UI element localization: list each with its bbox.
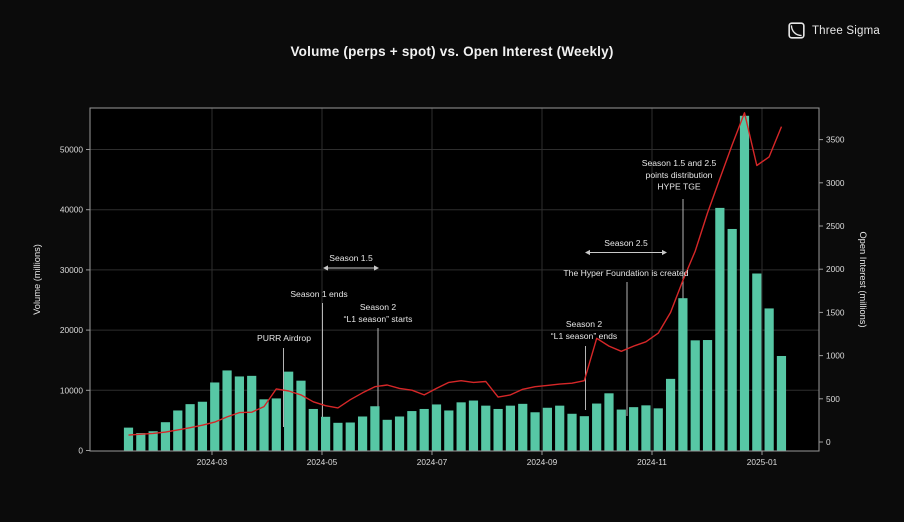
left-axis-label: Volume (millions) xyxy=(32,244,42,315)
volume-bar xyxy=(752,273,762,451)
volume-bar xyxy=(715,207,725,451)
volume-bar xyxy=(148,431,158,451)
volume-bar xyxy=(308,408,318,451)
x-tick-label: 2024-03 xyxy=(197,457,228,467)
volume-bar xyxy=(259,399,269,451)
volume-bar xyxy=(616,409,626,451)
arrowhead-right-icon xyxy=(662,249,667,256)
y-tick-label-right: 2500 xyxy=(826,221,845,231)
annotation-text: Season 1.5 and 2.5 xyxy=(642,158,717,168)
x-tick-label: 2024-11 xyxy=(637,457,667,467)
volume-bar xyxy=(382,419,392,451)
volume-bar xyxy=(530,412,540,451)
volume-bar xyxy=(518,403,528,451)
volume-bar xyxy=(136,433,146,451)
volume-bar xyxy=(481,405,491,451)
y-tick-label-right: 2000 xyxy=(826,264,845,274)
open-interest-line xyxy=(128,112,783,436)
arrowhead-right-icon xyxy=(374,265,379,271)
y-tick-label-left: 30000 xyxy=(60,265,83,275)
volume-bar xyxy=(468,400,479,451)
right-axis-label: Open Interest (millions) xyxy=(858,231,868,327)
annotation-text: HYPE TGE xyxy=(657,182,701,192)
y-tick-label-left: 0 xyxy=(78,446,83,456)
volume-bar xyxy=(542,407,552,451)
volume-bar xyxy=(370,406,380,451)
volume-bar xyxy=(431,404,442,451)
annotation-text: Season 2.5 xyxy=(604,238,648,248)
volume-bar xyxy=(271,398,281,451)
volume-bar xyxy=(123,427,134,451)
volume-bar xyxy=(776,355,787,451)
volume-bar xyxy=(419,408,429,451)
brand-logo: Three Sigma xyxy=(788,22,880,39)
volume-bar xyxy=(505,405,516,451)
y-tick-label-right: 3500 xyxy=(826,135,845,145)
plot-border xyxy=(89,107,820,452)
volume-bar xyxy=(456,402,466,451)
three-sigma-curve-icon xyxy=(788,22,805,39)
volume-bar xyxy=(444,410,454,451)
annotation-text: Season 2 xyxy=(360,302,397,312)
annotation-text: Season 2 xyxy=(566,319,603,329)
volume-bar xyxy=(394,416,405,451)
y-tick-label-left: 50000 xyxy=(60,145,83,155)
y-tick-label-right: 0 xyxy=(826,437,831,447)
arrowhead-left-icon xyxy=(585,249,590,256)
arrowhead-left-icon xyxy=(323,265,328,271)
volume-bar xyxy=(702,340,713,451)
volume-bar xyxy=(555,405,565,451)
annotation-text: Season 1.5 xyxy=(329,253,373,263)
volume-bar xyxy=(690,340,700,451)
brand-name: Three Sigma xyxy=(811,24,880,37)
annotation-text: points distribution xyxy=(646,170,713,180)
chart-title: Volume (perps + spot) vs. Open Interest … xyxy=(290,44,614,59)
volume-bar xyxy=(160,422,171,451)
annotation-text: PURR Airdrop xyxy=(257,333,311,343)
volume-bar xyxy=(665,378,676,451)
annotation-text: “L1 season” ends xyxy=(551,331,617,341)
volume-bar xyxy=(345,422,355,451)
x-tick-label: 2024-05 xyxy=(307,457,338,467)
volume-bar xyxy=(234,376,244,451)
volume-bar xyxy=(604,393,614,451)
volume-bar xyxy=(247,375,257,451)
volume-bar xyxy=(197,401,208,451)
volume-bar xyxy=(222,370,232,451)
volume-bar xyxy=(653,408,663,451)
volume-bar xyxy=(727,228,737,451)
volume-bar xyxy=(407,411,417,451)
volume-bar xyxy=(592,403,602,451)
volume-bar xyxy=(284,371,294,451)
volume-bar xyxy=(739,115,750,451)
volume-bar xyxy=(210,382,220,451)
volume-bar xyxy=(579,416,589,451)
annotation-text: Season 1 ends xyxy=(290,289,347,299)
y-tick-label-left: 40000 xyxy=(60,205,83,215)
x-tick-label: 2024-09 xyxy=(527,457,558,467)
x-tick-label: 2024-07 xyxy=(417,457,448,467)
volume-bar xyxy=(641,405,651,451)
y-tick-label-right: 3000 xyxy=(826,178,845,188)
volume-bar xyxy=(333,422,343,451)
annotation-text: The Hyper Foundation is created xyxy=(563,268,688,278)
y-tick-label-right: 1000 xyxy=(826,351,845,361)
volume-bar xyxy=(493,408,503,451)
volume-bar xyxy=(567,413,577,451)
volume-bar xyxy=(678,298,688,451)
annotation-text: “L1 season” starts xyxy=(344,314,413,324)
y-tick-label-right: 500 xyxy=(826,394,840,404)
volume-bar xyxy=(629,407,639,451)
x-tick-label: 2025-01 xyxy=(747,457,778,467)
volume-bar xyxy=(296,380,306,451)
volume-bar xyxy=(764,308,774,451)
volume-bar xyxy=(357,416,368,451)
y-tick-label-right: 1500 xyxy=(826,307,845,317)
y-tick-label-left: 20000 xyxy=(60,325,83,335)
volume-bar xyxy=(321,416,331,451)
y-tick-label-left: 10000 xyxy=(60,385,83,395)
